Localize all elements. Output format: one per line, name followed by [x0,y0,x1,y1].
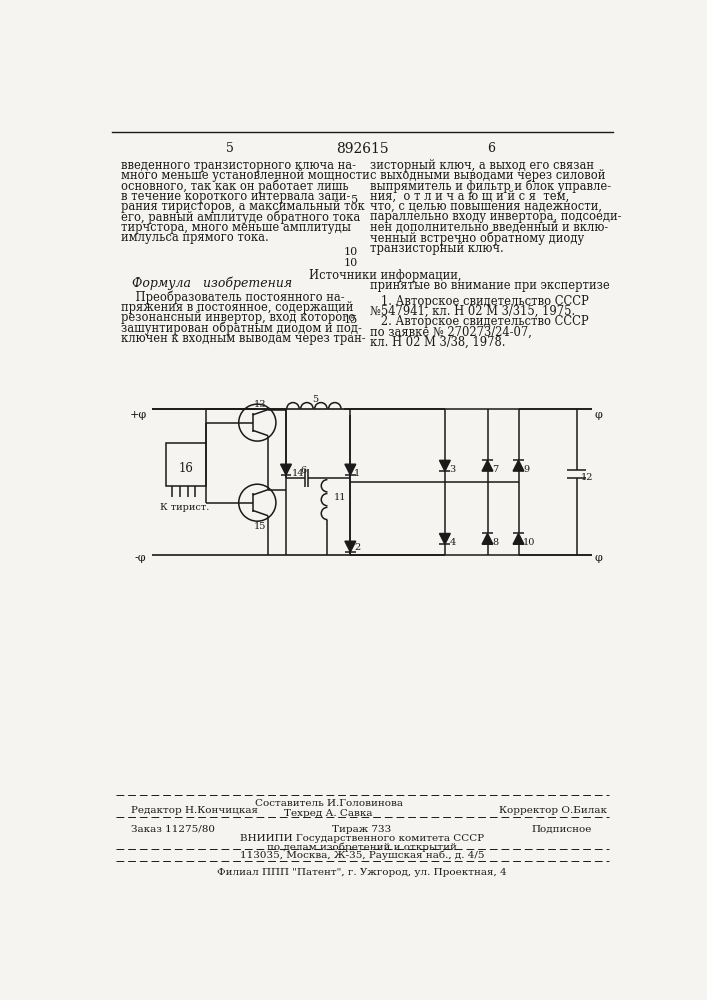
Text: φ: φ [595,553,602,563]
Text: 2: 2 [354,544,361,552]
Text: Составитель И.Головинова: Составитель И.Головинова [255,799,402,808]
Text: Преобразователь постоянного на-: Преобразователь постоянного на- [121,290,344,304]
Text: 6: 6 [487,142,496,155]
Text: выпрямитель и фильтр и блок управле-: выпрямитель и фильтр и блок управле- [370,179,611,193]
Text: Редактор Н.Кончицкая: Редактор Н.Кончицкая [131,806,258,815]
Text: много меньше установленной мощности: много меньше установленной мощности [121,169,370,182]
Text: 10: 10 [522,538,534,547]
Text: в течение короткого интервала запи-: в течение короткого интервала запи- [121,190,350,203]
Text: 11: 11 [334,493,346,502]
Polygon shape [513,460,524,471]
Text: по делам изобретений и открытий: по делам изобретений и открытий [267,842,457,852]
Text: ключен к входным выводам через тран-: ключен к входным выводам через тран- [121,332,366,345]
Text: 5: 5 [351,195,358,205]
Text: 10: 10 [344,247,358,257]
Text: транзисторный ключ.: транзисторный ключ. [370,242,503,255]
Polygon shape [345,464,356,475]
Polygon shape [482,533,493,544]
Text: 7: 7 [492,465,498,474]
Text: имлульса прямого тока.: имлульса прямого тока. [121,231,269,244]
Text: кл. Н 02 М 3/38, 1978.: кл. Н 02 М 3/38, 1978. [370,336,506,349]
Text: с выходными выводами через силовой: с выходными выводами через силовой [370,169,605,182]
Text: 10: 10 [344,258,358,268]
Text: его, равный амплитуде обратного тока: его, равный амплитуде обратного тока [121,210,360,224]
Text: параллельно входу инвертора, подсоеди-: параллельно входу инвертора, подсоеди- [370,210,621,223]
Text: №547941, кл. Н 02 М 3/315, 1975.: №547941, кл. Н 02 М 3/315, 1975. [370,305,575,318]
Text: ния,  о т л и ч а ю щ и й с я  тем,: ния, о т л и ч а ю щ и й с я тем, [370,190,569,203]
Text: 1. Авторское свидетельство СССР: 1. Авторское свидетельство СССР [370,295,588,308]
Text: ВНИИПИ Государственного комитета СССР: ВНИИПИ Государственного комитета СССР [240,834,484,843]
Text: зисторный ключ, а выход его связан: зисторный ключ, а выход его связан [370,158,594,172]
Text: 4: 4 [450,538,456,547]
Text: 5: 5 [312,395,318,404]
Text: 9: 9 [523,465,530,474]
Text: по заявке № 270273/24-07,: по заявке № 270273/24-07, [370,326,532,339]
Text: 892615: 892615 [336,142,388,156]
Text: 14: 14 [292,469,305,478]
Text: резонансный инвертор, вход которого: резонансный инвертор, вход которого [121,311,356,324]
Text: основного, так как он работает лишь: основного, так как он работает лишь [121,179,349,193]
Text: что, с целью повышения надежности,: что, с целью повышения надежности, [370,200,602,213]
Text: К тирист.: К тирист. [160,503,209,512]
Text: 2. Авторское свидетельство СССР: 2. Авторское свидетельство СССР [370,315,588,328]
Text: Филиал ППП "Патент", г. Ужгород, ул. Проектная, 4: Филиал ППП "Патент", г. Ужгород, ул. Про… [217,868,507,877]
Text: Тираж 733: Тираж 733 [332,825,392,834]
Text: Подписное: Подписное [532,825,592,834]
Text: 5: 5 [226,142,234,155]
Text: +φ: +φ [130,410,148,420]
Text: 13: 13 [255,400,267,409]
Text: Техред А. Савка: Техред А. Савка [284,809,373,818]
Text: тирчстора, много меньше амплитуды: тирчстора, много меньше амплитуды [121,221,351,234]
Polygon shape [513,533,524,544]
Text: 6: 6 [300,466,306,475]
Polygon shape [345,541,356,552]
Polygon shape [281,464,291,475]
Text: Формула   изобретения: Формула изобретения [132,276,293,290]
Text: 12: 12 [580,473,593,482]
Text: 1: 1 [354,469,361,478]
Text: зашунтирован обратным диодом и под-: зашунтирован обратным диодом и под- [121,321,362,335]
Polygon shape [482,460,493,471]
Text: 8: 8 [492,538,498,547]
Polygon shape [440,533,450,544]
Text: Заказ 11275/80: Заказ 11275/80 [131,825,215,834]
Text: -φ: -φ [135,553,146,563]
Text: 15: 15 [255,522,267,531]
Text: 15: 15 [344,315,358,325]
Text: Корректор О.Билак: Корректор О.Билак [499,806,607,815]
Text: φ: φ [595,410,602,420]
Text: 16: 16 [179,462,194,475]
Text: введенного транзисторного ключа на-: введенного транзисторного ключа на- [121,158,356,172]
Polygon shape [440,460,450,471]
Text: нен дополнительно введенный и вклю-: нен дополнительно введенный и вклю- [370,221,608,234]
Text: 3: 3 [450,465,456,474]
Bar [166,443,206,486]
Text: ченный встречно обратному диоду: ченный встречно обратному диоду [370,231,584,245]
Text: рания тиристоров, а максимальный ток: рания тиристоров, а максимальный ток [121,200,365,213]
Text: 113035, Москва, Ж-35, Раушская наб., д. 4/5: 113035, Москва, Ж-35, Раушская наб., д. … [240,851,484,860]
Text: пряжения в постоянное, содержащий: пряжения в постоянное, содержащий [121,301,354,314]
Text: принятые во внимание при экспертизе: принятые во внимание при экспертизе [370,279,609,292]
Text: Источники информации,: Источники информации, [309,269,462,282]
